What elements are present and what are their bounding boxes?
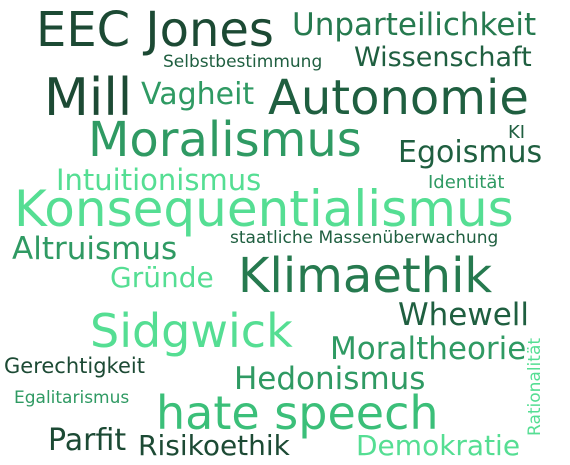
word-egoismus: Egoismus xyxy=(398,138,542,168)
word-klimaethik: Klimaethik xyxy=(238,252,492,300)
word-parfit: Parfit xyxy=(48,426,126,456)
word-egalitarismus: Egalitarismus xyxy=(14,390,129,407)
word-gruende: Gründe xyxy=(110,264,214,292)
word-moralismus: Moralismus xyxy=(88,116,362,164)
word-konsequentialismus: Konsequentialismus xyxy=(14,184,514,234)
word-risikoethik: Risikoethik xyxy=(138,432,290,460)
word-rationalitaet: Rationalität xyxy=(527,338,544,436)
word-sidgwick: Sidgwick xyxy=(90,308,293,354)
word-wissenschaft: Wissenschaft xyxy=(354,44,532,71)
word-selbstbestimmung: Selbstbestimmung xyxy=(163,54,322,71)
word-staatliche-massenueberwachung: staatliche Massenüberwachung xyxy=(230,230,498,247)
word-gerechtigkeit: Gerechtigkeit xyxy=(4,356,145,377)
word-unparteilichkeit: Unparteilichkeit xyxy=(292,10,536,41)
word-demokratie: Demokratie xyxy=(356,432,520,460)
word-eec-jones: EEC Jones xyxy=(36,6,274,54)
word-vagheit: Vagheit xyxy=(141,80,254,110)
word-whewell: Whewell xyxy=(398,300,529,331)
